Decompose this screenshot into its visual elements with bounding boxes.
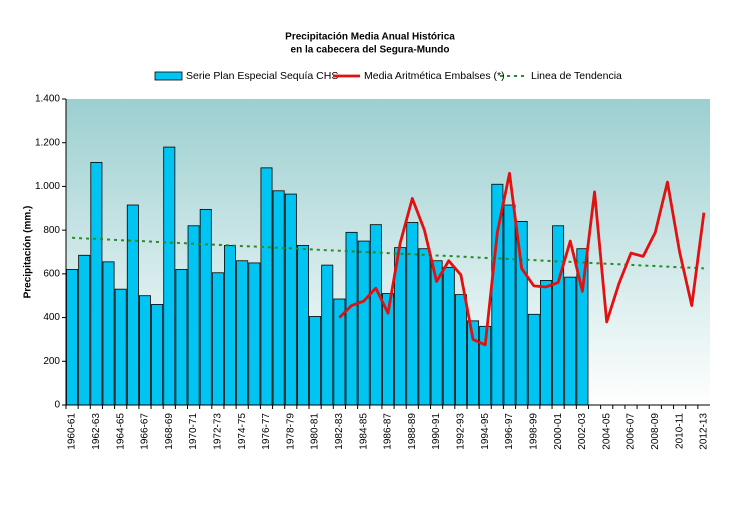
x-tick-label: 1966-67 [140,413,151,450]
bar [503,204,516,406]
y-tick-label: 600 [43,268,60,279]
y-tick-label: 400 [43,312,60,323]
bar [369,224,382,406]
bar [454,294,467,406]
bar [90,161,103,406]
y-tick-label: 1.000 [35,181,60,192]
bar [139,295,151,406]
bar [66,269,79,406]
bar [515,220,528,406]
x-tick-label: 1974-75 [237,413,248,450]
bar [321,264,334,406]
bar [199,208,212,406]
bar [309,316,322,406]
x-tick-label: 1998-99 [528,413,539,450]
y-tick-label: 800 [43,225,60,236]
x-tick-label: 1960-61 [67,413,78,450]
legend-swatch [154,71,183,81]
bar [284,193,297,406]
line [338,171,706,347]
bar [527,313,540,406]
y-tick-label: 1.200 [35,137,60,148]
y-axis-label: Precipitación (mm.) [23,206,34,299]
bar [296,245,309,406]
legend-label: Linea de Tendencia [531,70,622,82]
x-tick-label: 2002-03 [577,413,588,450]
bar [211,272,224,406]
bar [406,222,419,406]
x-tick-label: 1978-79 [285,413,296,450]
bar [552,225,565,406]
x-tick-label: 2008-09 [650,413,661,450]
x-tick-label: 1992-93 [456,413,467,450]
bar [163,146,176,406]
x-tick-label: 1994-95 [480,413,491,450]
bar [236,260,249,406]
bar [272,190,285,406]
bar [175,269,188,406]
bar [357,240,370,406]
x-tick-label: 1964-65 [115,413,126,450]
bar [187,225,200,406]
x-tick-label: 2000-01 [553,413,564,450]
bar [418,248,431,406]
bar [345,231,358,406]
x-tick-label: 1990-91 [431,413,442,450]
legend-label: Media Aritmética Embalses (*) [364,70,505,82]
bar [260,167,273,406]
y-tick-label: 0 [54,400,60,411]
legend-label: Serie Plan Especial Sequía CHS [186,70,338,82]
bar [248,262,261,406]
y-tick-label: 200 [43,356,60,367]
x-tick-label: 1968-69 [164,413,175,450]
y-tick-label: 1.400 [35,94,60,105]
bar [126,204,139,406]
bar [114,288,127,406]
x-tick-label: 2004-05 [601,413,612,450]
x-tick-label: 1972-73 [213,413,224,450]
bar [564,276,577,406]
bar [442,266,455,406]
x-tick-label: 1970-71 [188,413,199,450]
x-tick-label: 2010-11 [674,413,685,449]
bar [78,254,91,406]
x-tick-label: 1962-63 [91,413,102,450]
trend-line [72,236,704,270]
bar [151,304,164,406]
x-tick-label: 1996-97 [504,413,515,450]
x-tick-label: 1986-87 [383,413,394,450]
chart-subtitle: en la cabecera del Segura-Mundo [291,45,450,56]
x-tick-label: 2012-13 [699,413,710,450]
x-tick-label: 1982-83 [334,413,345,450]
bar [539,280,552,406]
x-tick-label: 1976-77 [261,413,272,450]
bar [224,245,237,406]
x-tick-label: 2006-07 [626,413,637,450]
bar [102,261,115,406]
chart-title: Precipitación Media Anual Histórica [285,32,455,43]
x-tick-label: 1988-89 [407,413,418,450]
x-tick-label: 1980-81 [310,413,321,450]
x-tick-label: 1984-85 [358,413,369,450]
